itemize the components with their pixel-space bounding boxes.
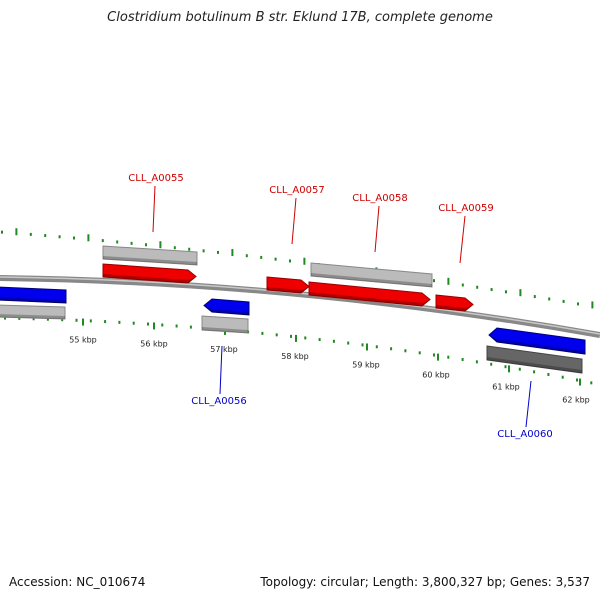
gene-arrow-CLL_A0056[interactable]: [203, 298, 250, 316]
gene-arrow-CLL_A0056-shade: [205, 306, 249, 315]
gene-arrow-CLL_A0057[interactable]: [266, 276, 310, 294]
gene-label-CLL_A0060[interactable]: CLL_A0060: [497, 429, 552, 440]
gene-label-leader: [219, 345, 223, 395]
cds-bar-CLL_A0060-shade: [487, 357, 582, 373]
cds-bar-CLL_A0055[interactable]: [102, 245, 198, 266]
label-track: CLL_A0055 CLL_A0056 CLL_A0057 CLL_A0058 CLL_…: [128, 173, 552, 440]
kbp-tick-label: 62 kbp: [562, 396, 590, 405]
gene-arrow-CLL_A0059[interactable]: [435, 294, 474, 312]
gene-arrow-CLL_A0058[interactable]: [308, 281, 431, 307]
gene-label-CLL_A0056[interactable]: CLL_A0056: [191, 396, 246, 407]
gene-label-leader: [291, 197, 297, 245]
accession-text: Accession: NC_010674: [9, 575, 146, 589]
gene-arrow-reverse-partial-shade: [0, 297, 66, 303]
cds-bar-partial-shade: [0, 314, 65, 319]
gene-label-CLL_A0057[interactable]: CLL_A0057: [269, 185, 324, 196]
kbp-tick-label: 57 kbp: [210, 345, 238, 354]
gene-arrow-CLL_A0055-shade: [103, 274, 195, 283]
gene-arrow-CLL_A0057-shade: [267, 287, 308, 293]
gene-label-leader: [525, 380, 532, 428]
cds-bar-CLL_A0055-shade: [103, 256, 197, 265]
gene-arrow-CLL_A0059-shade: [436, 305, 472, 311]
gene-label-leader: [374, 205, 380, 253]
kbp-tick-label: 59 kbp: [352, 360, 380, 369]
gene-arrow-CLL_A0055[interactable]: [102, 263, 197, 284]
gene-label-CLL_A0058[interactable]: CLL_A0058: [352, 193, 407, 204]
gene-arrow-CLL_A0058-shade: [309, 292, 429, 306]
cds-bar-CLL_A0058[interactable]: [310, 262, 433, 288]
kbp-tick-label: 58 kbp: [281, 352, 309, 361]
cds-bar-partial[interactable]: [0, 304, 66, 320]
gene-label-CLL_A0059[interactable]: CLL_A0059: [438, 203, 493, 214]
gene-arrow-reverse-partial[interactable]: [0, 286, 67, 304]
genome-stats-text: Topology: circular; Length: 3,800,327 bp…: [260, 575, 590, 589]
kbp-tick-label: 55 kbp: [69, 336, 97, 345]
feature-track: [0, 245, 586, 374]
cds-bar-CLL_A0056-shade: [202, 327, 248, 333]
kbp-tick-label: 56 kbp: [140, 339, 168, 348]
gene-label-leader: [152, 185, 156, 233]
cds-bar-CLL_A0058-shade: [311, 273, 432, 287]
gene-label-CLL_A0055[interactable]: CLL_A0055: [128, 173, 183, 184]
genome-backbone: [0, 275, 600, 338]
gene-label-leader: [459, 215, 466, 264]
kbp-tick-label: 60 kbp: [422, 371, 450, 380]
cds-bar-CLL_A0060[interactable]: [486, 345, 583, 374]
genome-title: Clostridium botulinum B str. Eklund 17B,…: [107, 10, 493, 25]
gene-arrow-CLL_A0060-shade: [490, 336, 585, 354]
kbp-tick-label: 61 kbp: [492, 382, 520, 391]
gene-arrow-CLL_A0060[interactable]: [488, 327, 586, 355]
cds-bar-CLL_A0056[interactable]: [201, 315, 249, 334]
